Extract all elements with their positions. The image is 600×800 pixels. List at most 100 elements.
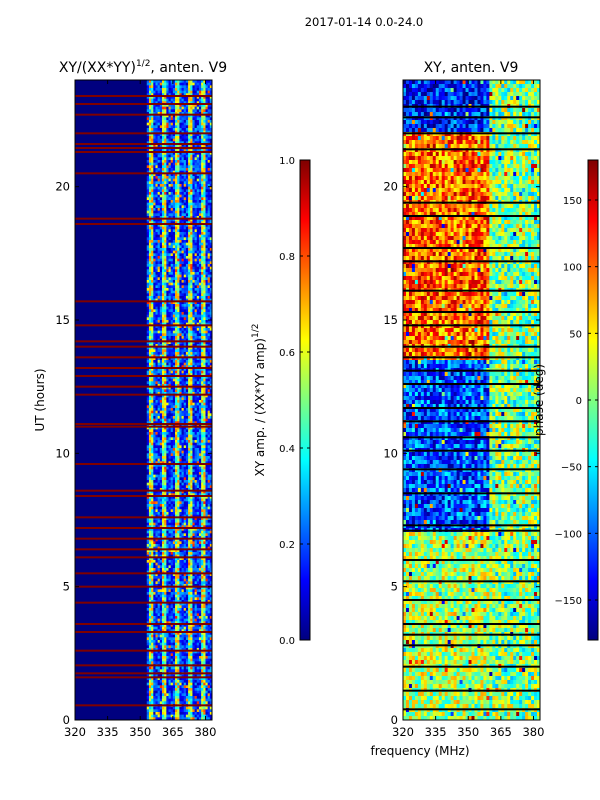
amplitude-heatmap-cell [146, 269, 150, 273]
amplitude-heatmap-cell [172, 314, 176, 318]
amplitude-heatmap-cell [205, 184, 209, 188]
amplitude-heatmap-cell [159, 360, 163, 364]
amplitude-heatmap-cell [157, 266, 161, 270]
amplitude-heatmap-cell [166, 208, 169, 212]
amplitude-heatmap-cell [175, 232, 178, 236]
amplitude-heatmap-cell [155, 181, 159, 185]
amplitude-heatmap-cell [153, 138, 156, 142]
amplitude-heatmap-cell [179, 144, 182, 148]
amplitude-heatmap-cell [201, 226, 204, 230]
amplitude-heatmap-cell [159, 189, 163, 193]
amplitude-heatmap-cell [196, 349, 200, 353]
amplitude-heatmap-cell [190, 152, 193, 156]
amplitude-heatmap-cell [205, 181, 209, 185]
amplitude-heatmap-cell [194, 101, 198, 105]
amplitude-heatmap-cell [146, 250, 150, 254]
amplitude-heatmap-cell [179, 117, 182, 121]
amplitude-heatmap-cell [157, 202, 161, 206]
amplitude-heatmap-cell [175, 80, 178, 84]
amplitude-heatmap-cell [170, 349, 174, 353]
amplitude-heatmap-cell [203, 122, 206, 126]
amplitude-heatmap-cell [207, 240, 211, 244]
amplitude-heatmap-cell [181, 104, 185, 108]
amplitude-heatmap-cell [196, 240, 200, 244]
amplitude-heatmap-cell [190, 122, 193, 126]
amplitude-heatmap-cell [151, 288, 154, 292]
amplitude-heatmap-cell [203, 280, 206, 284]
amplitude-heatmap-cell [164, 133, 167, 137]
amplitude-heatmap-cell [179, 170, 182, 174]
amplitude-heatmap-cell [183, 376, 187, 380]
amplitude-heatmap-cell [192, 88, 196, 92]
amplitude-heatmap-cell [164, 152, 167, 156]
amplitude-heatmap-cell [172, 149, 176, 153]
amplitude-heatmap-cell [203, 218, 206, 222]
amplitude-heatmap-cell [161, 309, 165, 313]
amplitude-heatmap-cell [196, 250, 200, 254]
amplitude-heatmap-cell [198, 96, 202, 100]
amplitude-heatmap-cell [161, 109, 165, 113]
amplitude-heatmap-cell [181, 261, 185, 265]
amplitude-heatmap-cell [198, 352, 202, 356]
amplitude-heatmap-cell [209, 208, 213, 212]
amplitude-heatmap-cell [207, 210, 211, 214]
amplitude-heatmap-cell [172, 122, 176, 126]
amplitude-heatmap-cell [179, 392, 182, 396]
amplitude-heatmap-cell [203, 272, 206, 276]
amplitude-heatmap-cell [157, 192, 161, 196]
amplitude-heatmap-cell [151, 194, 154, 198]
amplitude-heatmap-cell [181, 120, 185, 124]
amplitude-heatmap-cell [205, 106, 209, 110]
amplitude-heatmap-cell [207, 186, 211, 190]
amplitude-heatmap-cell [192, 269, 196, 273]
amplitude-heatmap-cell [166, 205, 169, 209]
amplitude-heatmap-cell [172, 144, 176, 148]
amplitude-heatmap-cell [177, 250, 180, 254]
amplitude-heatmap-cell [201, 293, 204, 297]
amplitude-heatmap-cell [157, 184, 161, 188]
amplitude-heatmap-cell [196, 170, 200, 174]
amplitude-heatmap-cell [207, 194, 211, 198]
amplitude-heatmap-cell [164, 125, 167, 129]
amplitude-heatmap-cell [185, 234, 189, 238]
amplitude-heatmap-cell [205, 378, 209, 382]
amplitude-heatmap-cell [168, 274, 172, 278]
amplitude-heatmap-cell [188, 304, 191, 308]
amplitude-heatmap-cell [203, 194, 206, 198]
amplitude-heatmap-cell [164, 130, 167, 134]
amplitude-heatmap-cell [164, 218, 167, 222]
amplitude-heatmap-cell [175, 144, 178, 148]
amplitude-heatmap-cell [164, 242, 167, 246]
amplitude-heatmap-cell [172, 218, 176, 222]
amplitude-heatmap-cell [166, 304, 169, 308]
amplitude-heatmap-cell [188, 226, 191, 230]
amplitude-heatmap-cell [177, 269, 180, 273]
amplitude-heatmap-cell [166, 170, 169, 174]
amplitude-heatmap-cell [159, 90, 163, 94]
amplitude-heatmap-cell [192, 256, 196, 260]
amplitude-heatmap-cell [190, 144, 193, 148]
amplitude-heatmap-cell [166, 117, 169, 121]
amplitude-heatmap-cell [198, 234, 202, 238]
amplitude-heatmap-cell [164, 128, 167, 132]
amplitude-heatmap-cell [166, 264, 169, 268]
amplitude-heatmap-cell [194, 344, 198, 348]
amplitude-heatmap-cell [177, 293, 180, 297]
amplitude-heatmap-cell [177, 304, 180, 308]
amplitude-heatmap-cell [179, 333, 182, 337]
amplitude-heatmap-cell [179, 248, 182, 252]
amplitude-heatmap-cell [192, 317, 196, 321]
amplitude-heatmap-cell [146, 253, 150, 257]
amplitude-heatmap-cell [164, 208, 167, 212]
amplitude-heatmap-cell [181, 226, 185, 230]
amplitude-heatmap-cell [196, 205, 200, 209]
amplitude-heatmap-cell [161, 322, 165, 326]
amplitude-heatmap-cell [155, 234, 159, 238]
amplitude-heatmap-cell [190, 389, 193, 393]
amplitude-heatmap-cell [188, 165, 191, 169]
amplitude-heatmap-cell [196, 173, 200, 177]
amplitude-heatmap-cell [181, 205, 185, 209]
amplitude-heatmap-cell [170, 336, 174, 340]
amplitude-heatmap-cell [179, 149, 182, 153]
amplitude-heatmap-cell [201, 274, 204, 278]
